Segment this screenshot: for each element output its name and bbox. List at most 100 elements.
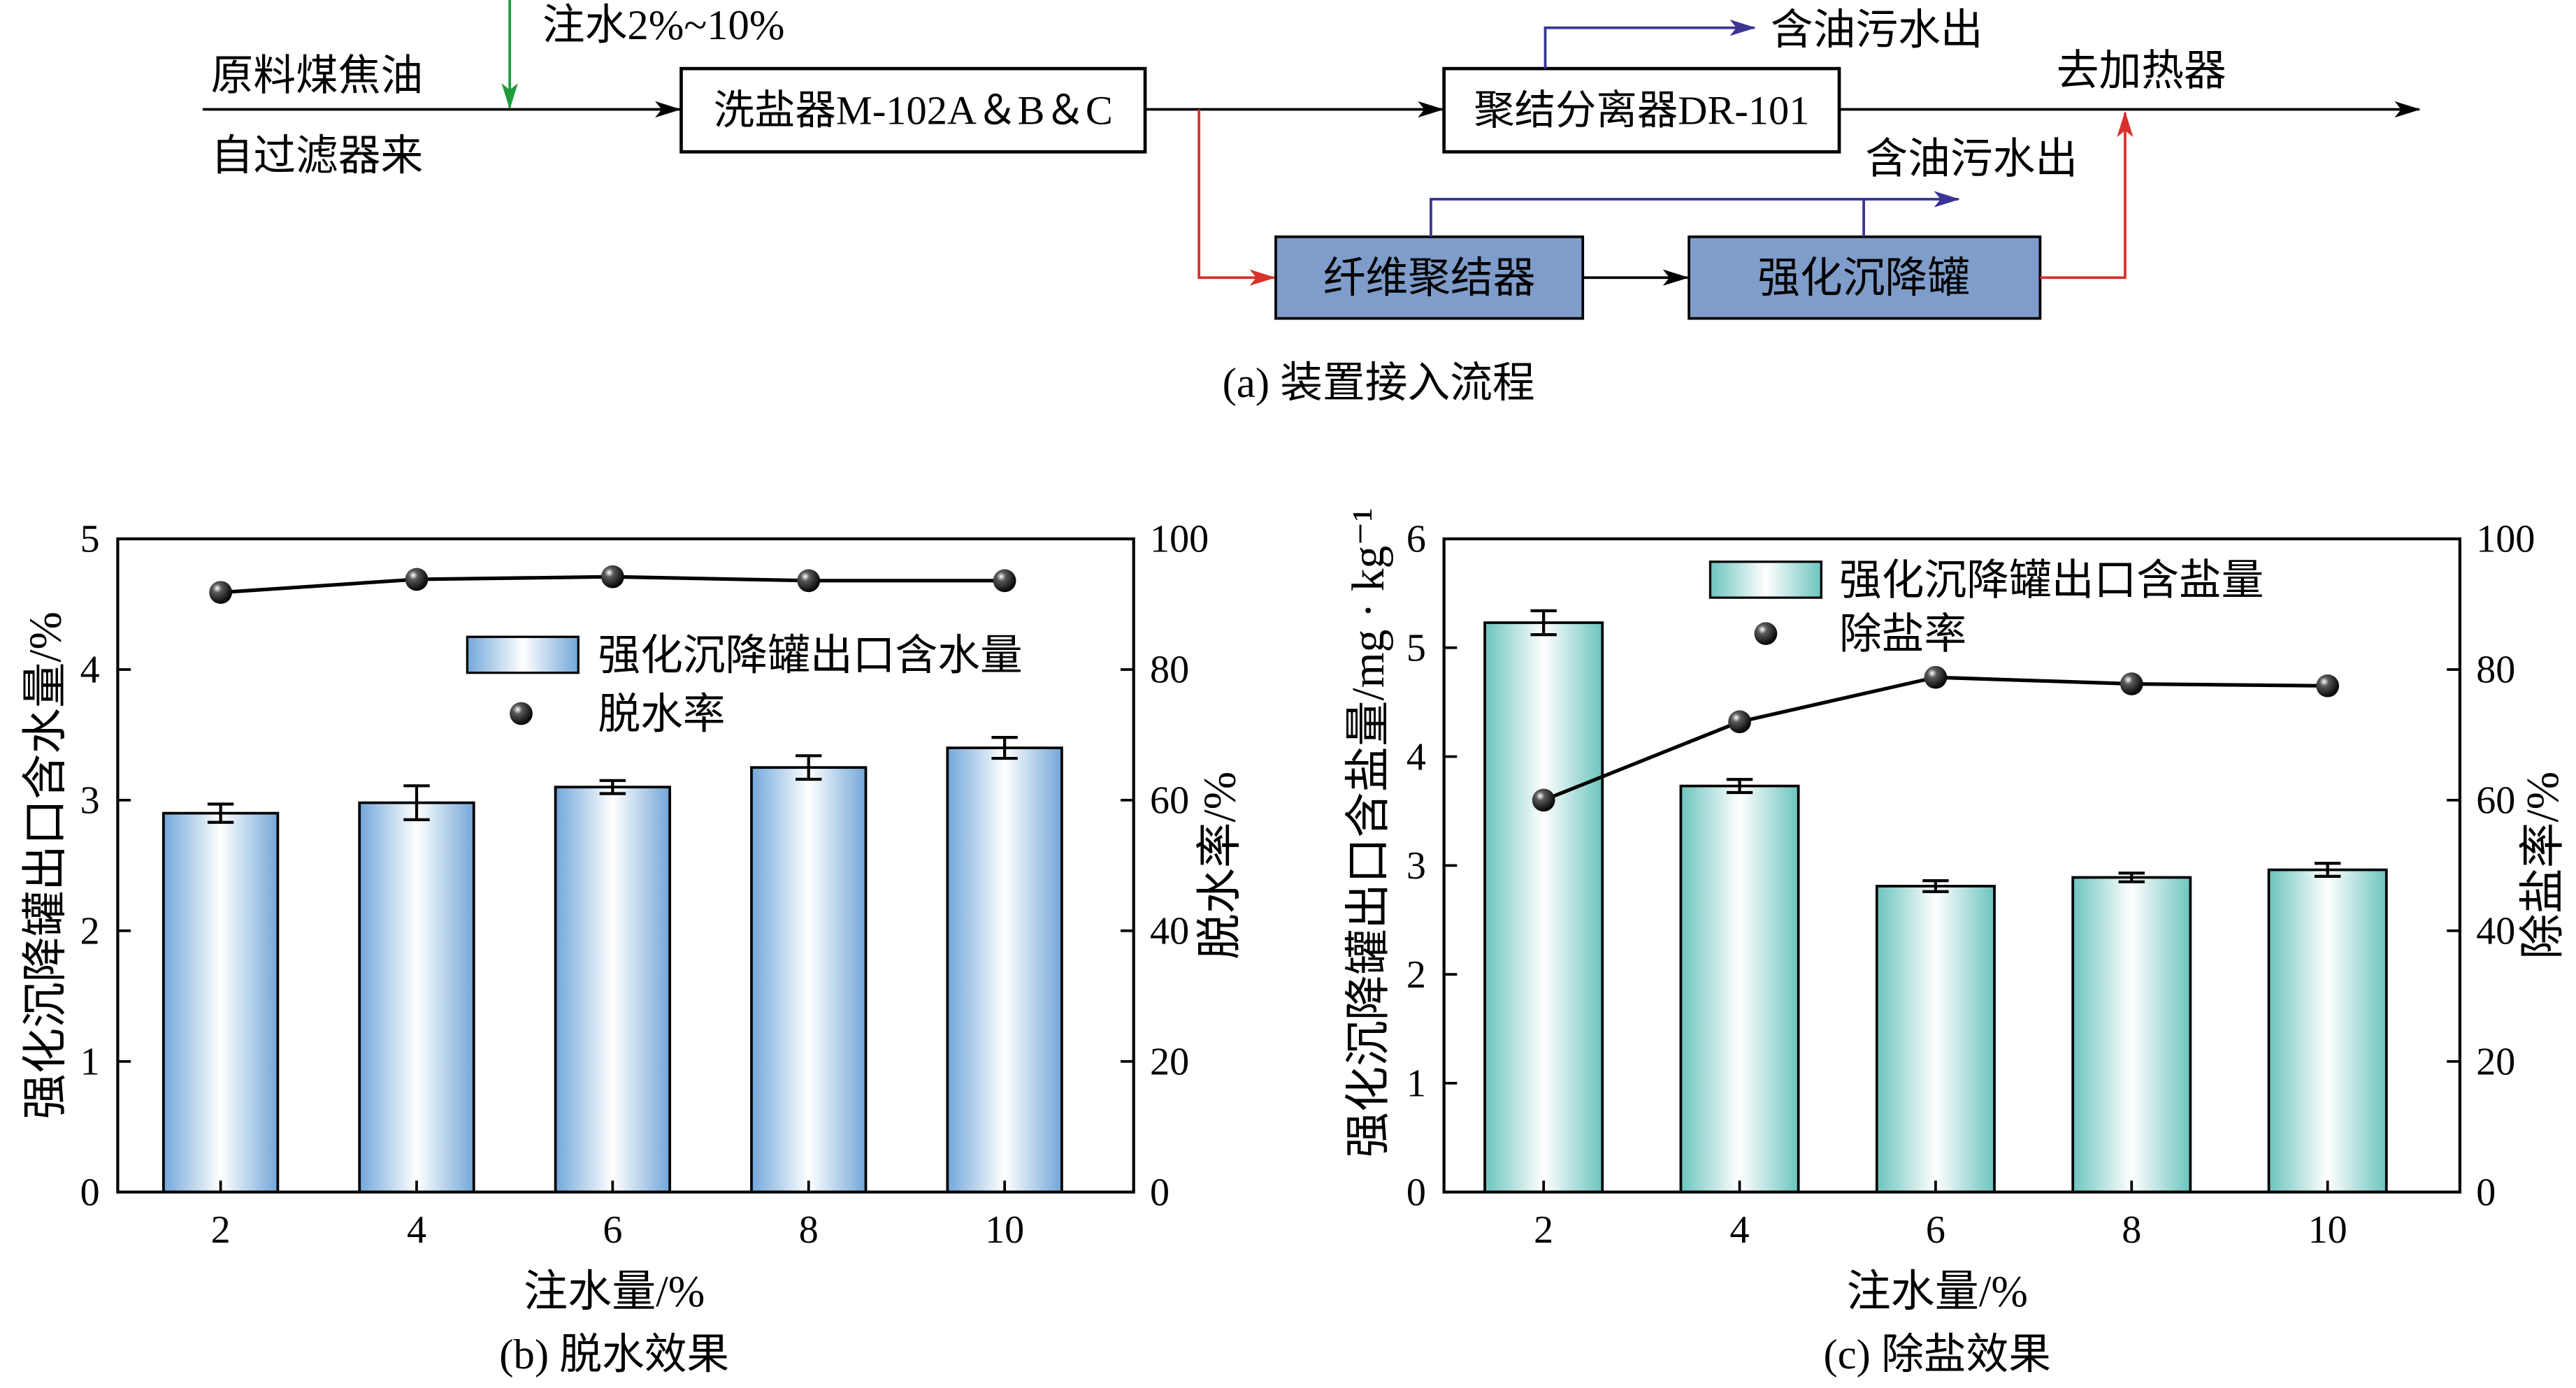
y-axis-label: 强化沉降罐出口含水量/% [21,612,71,1120]
y2-tick-label: 20 [2476,1040,2515,1083]
bar [2267,868,2388,1194]
plot-frame [116,537,1135,1194]
bar [554,786,672,1194]
y-tick-label: 5 [80,518,100,561]
y-tick-label: 3 [1406,844,1426,888]
y2-axis-label: 脱水率/% [1195,772,1246,960]
bar [2071,876,2192,1194]
line-marker [405,568,429,591]
error-bar [1922,879,1949,893]
x-tick-label: 4 [1730,1208,1750,1252]
line-series [1543,675,2328,802]
y-axis-label: 强化沉降罐出口含盐量/mg · kg⁻¹ [1344,508,1394,1158]
coalescing-separator-label: 聚结分离器DR-101 [1474,88,1809,133]
y-tick-label: 2 [1406,953,1426,997]
coalescing-separator-box [1442,66,1841,154]
y2-tick-label: 100 [2476,518,2535,561]
y-tick-label: 4 [80,649,100,692]
x-tick-label: 8 [799,1208,819,1252]
chart-caption: (c) 除盐效果 [1823,1331,2051,1378]
legend-swatch-line [510,702,533,725]
chart-caption: (b) 脱水效果 [499,1331,729,1378]
line-marker [601,565,624,588]
bar [1679,784,1800,1194]
line-marker [2316,674,2340,697]
x-axis-label: 注水量/% [1847,1267,2028,1316]
line-marker [993,569,1016,593]
fiber-coalescer-box [1274,235,1585,320]
y2-tick-label: 100 [1150,518,1209,561]
bar [946,746,1063,1194]
error-bar [2314,862,2341,879]
desalter-label: 洗盐器M-102A＆B＆C [714,88,1113,133]
y2-tick-label: 40 [1150,909,1189,953]
y-tick-label: 3 [80,779,100,823]
x-tick-label: 2 [1534,1208,1553,1252]
line-marker [2120,672,2143,695]
bypass-return-line [2040,110,2134,280]
x-tick-label: 2 [211,1208,231,1252]
process-flow-diagram: 原料煤焦油 自过滤器来 注水2%~10% 洗盐器M-102A＆B＆C 聚结分离器… [202,0,2421,407]
oily-water-outlet-bypass-label: 含油污水出 [1865,136,2078,183]
error-bar [991,736,1018,760]
y2-tick-label: 40 [2476,909,2515,953]
settling-tank-label: 强化沉降罐 [1757,255,1970,302]
bypass-inlet-line [1197,109,1276,286]
bar [750,766,868,1194]
x-tick-label: 8 [2122,1208,2141,1252]
y-tick-label: 0 [80,1171,100,1214]
error-bar [796,754,822,781]
diagram-caption: (a) 装置接入流程 [1223,360,1535,407]
legend-swatch-line [1754,622,1778,645]
error-bar [599,779,626,795]
y-tick-label: 6 [1406,518,1426,561]
feed-label-crude-coal-tar: 原料煤焦油 [211,53,424,100]
fiber-coalescer-label: 纤维聚结器 [1323,255,1536,302]
x-tick-label: 6 [1926,1208,1945,1252]
legend-swatch-bar [466,635,580,674]
y2-tick-label: 60 [2476,779,2515,823]
y2-tick-label: 80 [1150,649,1189,692]
y2-tick-label: 0 [1150,1171,1170,1214]
oily-water-outlet-bypass-line [1430,191,1960,237]
oily-water-outlet-top-line [1544,20,1756,69]
error-bar [403,784,430,822]
x-axis-label: 注水量/% [524,1267,705,1316]
y-tick-label: 5 [1406,626,1426,670]
y2-tick-label: 0 [2476,1171,2496,1214]
legend-label-line: 除盐率 [1839,612,1966,658]
legend-label-line: 脱水率 [598,691,725,738]
error-bar [1530,609,1557,637]
bar [1875,885,1996,1194]
line-marker [797,569,821,593]
y2-axis-label: 除盐率/% [2518,772,2568,960]
y2-tick-label: 80 [2476,649,2515,692]
error-bar [2118,872,2145,883]
bar [358,801,475,1194]
y-tick-label: 4 [1406,735,1426,779]
y-tick-label: 0 [1406,1171,1426,1214]
y-tick-label: 2 [80,909,100,953]
legend-swatch-bar [1708,561,1822,599]
legend-label-bar: 强化沉降罐出口含盐量 [1839,557,2264,604]
x-tick-label: 4 [407,1208,426,1252]
oily-water-outlet-top-label: 含油污水出 [1771,7,1983,54]
to-heater-label: 去加热器 [2057,48,2226,94]
x-tick-label: 10 [2308,1208,2347,1252]
y2-tick-label: 20 [1150,1040,1189,1083]
line-marker [1532,788,1555,812]
feed-label-from-filter: 自过滤器来 [211,133,424,180]
water-injection-label: 注水2%~10% [542,2,785,49]
error-bar [207,802,234,824]
bar [161,811,280,1194]
y2-tick-label: 60 [1150,779,1189,823]
error-bar [1726,778,1753,795]
y-tick-label: 1 [1406,1062,1426,1106]
x-tick-label: 6 [603,1208,622,1252]
x-tick-label: 10 [985,1208,1024,1252]
